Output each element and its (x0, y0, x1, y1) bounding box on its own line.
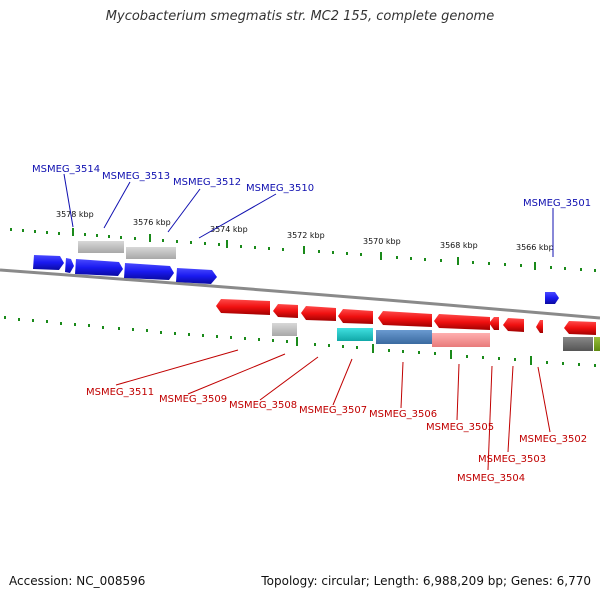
gene-label-msmeg-3512[interactable]: MSMEG_3512 (173, 177, 241, 188)
kbp-label: 3570 kbp (363, 237, 401, 246)
reverse-tick-track (4, 316, 596, 367)
reverse-feature-olive[interactable] (594, 337, 600, 351)
gene-label-msmeg-3513[interactable]: MSMEG_3513 (102, 171, 170, 182)
forward-gene-arrow[interactable] (65, 258, 74, 273)
reverse-feature-gray[interactable] (272, 323, 297, 336)
reverse-gene-arrow[interactable] (378, 311, 432, 327)
reverse-gene-arrow[interactable] (434, 314, 490, 330)
gene-label-msmeg-3514[interactable]: MSMEG_3514 (32, 164, 100, 175)
forward-gene-arrow[interactable] (75, 259, 123, 276)
reverse-gene-arrow[interactable] (489, 317, 499, 330)
reverse-feature-darkgray[interactable] (563, 337, 593, 351)
gene-label-msmeg-3511[interactable]: MSMEG_3511 (86, 387, 154, 398)
reverse-gene-arrow[interactable] (273, 304, 298, 318)
forward-feature-gray[interactable] (126, 247, 176, 259)
kbp-label: 3576 kbp (133, 218, 171, 227)
gene-label-msmeg-3504[interactable]: MSMEG_3504 (457, 473, 525, 484)
reverse-gene-arrow[interactable] (216, 299, 270, 315)
forward-tick-track (10, 228, 596, 272)
reverse-feature-cyan[interactable] (337, 328, 373, 341)
reverse-gene-arrow[interactable] (338, 309, 373, 324)
gene-label-msmeg-3501[interactable]: MSMEG_3501 (523, 198, 591, 209)
reverse-gene-arrow[interactable] (536, 320, 543, 333)
kbp-label: 3572 kbp (287, 231, 325, 240)
forward-feature-gray[interactable] (78, 241, 124, 253)
gene-label-msmeg-3509[interactable]: MSMEG_3509 (159, 394, 227, 405)
gene-label-msmeg-3505[interactable]: MSMEG_3505 (426, 422, 494, 433)
kbp-label: 3574 kbp (210, 225, 248, 234)
gene-label-msmeg-3508[interactable]: MSMEG_3508 (229, 400, 297, 411)
forward-gene-arrow[interactable] (545, 292, 559, 304)
genome-summary-text: Topology: circular; Length: 6,988,209 bp… (261, 574, 591, 588)
kbp-label: 3566 kbp (516, 243, 554, 252)
genome-title: Mycobacterium smegmatis str. MC2 155, co… (105, 9, 495, 24)
gene-label-msmeg-3507[interactable]: MSMEG_3507 (299, 405, 367, 416)
forward-gene-arrow[interactable] (33, 255, 64, 270)
genome-backbone (0, 268, 600, 320)
gene-label-msmeg-3502[interactable]: MSMEG_3502 (519, 434, 587, 445)
reverse-feature-steelblue[interactable] (376, 330, 432, 344)
reverse-gene-arrow[interactable] (564, 321, 596, 335)
gene-label-msmeg-3503[interactable]: MSMEG_3503 (478, 454, 546, 465)
forward-gene-arrow[interactable] (176, 268, 217, 284)
forward-gene-arrow[interactable] (124, 263, 174, 280)
forward-label-leaders (63, 173, 554, 257)
gene-label-msmeg-3510[interactable]: MSMEG_3510 (246, 183, 314, 194)
kbp-label: 3578 kbp (56, 210, 94, 219)
reverse-label-leaders (115, 349, 551, 471)
accession-text: Accession: NC_008596 (9, 574, 146, 588)
reverse-gene-arrow[interactable] (301, 306, 336, 321)
kbp-label: 3568 kbp (440, 241, 478, 250)
reverse-gene-arrow[interactable] (503, 318, 524, 332)
gene-label-msmeg-3506[interactable]: MSMEG_3506 (369, 409, 437, 420)
reverse-feature-pink[interactable] (432, 333, 490, 347)
